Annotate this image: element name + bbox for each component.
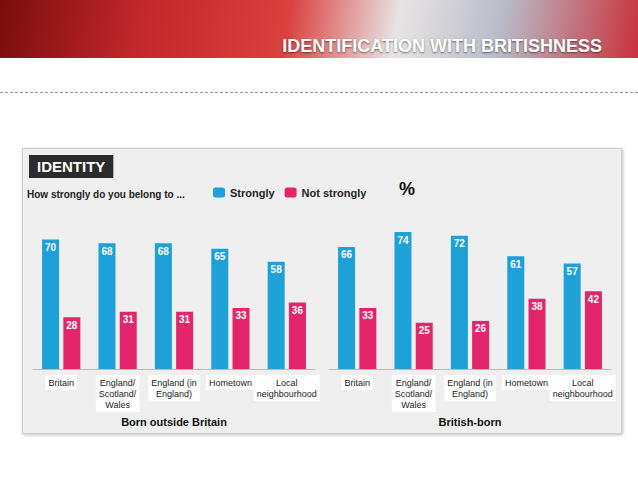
svg-text:Not strongly: Not strongly [302, 187, 368, 199]
svg-text:68: 68 [158, 246, 170, 257]
svg-text:74: 74 [397, 235, 409, 246]
svg-text:Local: Local [276, 378, 298, 388]
svg-text:72: 72 [454, 238, 466, 249]
svg-text:31: 31 [123, 314, 135, 325]
svg-text:68: 68 [101, 246, 113, 257]
svg-text:57: 57 [567, 266, 579, 277]
svg-text:England/: England/ [100, 378, 136, 388]
svg-text:38: 38 [531, 301, 543, 312]
svg-text:Britain: Britain [344, 378, 370, 388]
svg-text:England (in: England (in [447, 378, 493, 388]
html-text:IDENTIFICATION WITH BRITISHNES: IDENTIFICATION WITH BRITISHNESS [282, 36, 602, 56]
svg-text:Born outside Britain: Born outside Britain [121, 416, 227, 428]
svg-text:Wales: Wales [105, 400, 130, 410]
svg-text:IDENTITY: IDENTITY [37, 158, 105, 175]
svg-text:61: 61 [510, 259, 522, 270]
svg-text:42: 42 [588, 294, 600, 305]
svg-text:33: 33 [362, 310, 374, 321]
svg-text:England): England) [452, 389, 488, 399]
svg-text:Scotland/: Scotland/ [395, 389, 433, 399]
svg-text:England): England) [156, 389, 192, 399]
svg-text:26: 26 [475, 323, 487, 334]
svg-text:neighbourhood: neighbourhood [257, 389, 317, 399]
svg-text:England/: England/ [396, 378, 432, 388]
svg-text:Strongly: Strongly [230, 187, 275, 199]
svg-text:Local: Local [572, 378, 594, 388]
svg-text:Hometown: Hometown [505, 378, 548, 388]
svg-text:25: 25 [419, 325, 431, 336]
svg-text:neighbourhood: neighbourhood [553, 389, 613, 399]
svg-text:British-born: British-born [439, 416, 502, 428]
svg-text:England (in: England (in [151, 378, 197, 388]
svg-text:28: 28 [66, 320, 78, 331]
svg-text:Scotland/: Scotland/ [99, 389, 137, 399]
svg-text:Hometown: Hometown [209, 378, 252, 388]
svg-text:%: % [399, 179, 415, 199]
svg-text:70: 70 [45, 242, 57, 253]
svg-text:How strongly do you belong to: How strongly do you belong to ... [27, 189, 185, 200]
svg-text:Wales: Wales [401, 400, 426, 410]
svg-text:31: 31 [179, 314, 191, 325]
svg-text:33: 33 [235, 310, 247, 321]
svg-text:66: 66 [341, 249, 353, 260]
svg-text:58: 58 [271, 264, 283, 275]
svg-text:Britain: Britain [48, 378, 74, 388]
svg-text:36: 36 [292, 305, 304, 316]
svg-text:65: 65 [214, 251, 226, 262]
